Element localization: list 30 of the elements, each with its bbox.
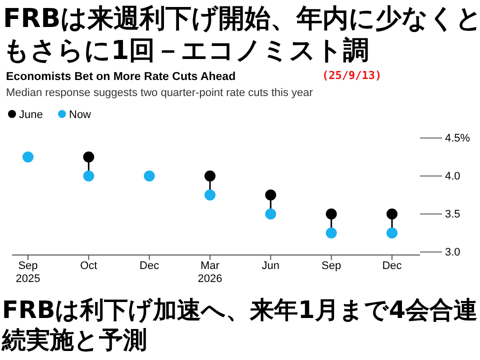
x-tick-label: Sep 2025 bbox=[16, 260, 40, 285]
chart-title: FRBは来週利下げ開始、年内に少なくともさらに1回－エコノミスト調 bbox=[3, 4, 480, 66]
x-tick-label: Jun bbox=[262, 260, 280, 272]
point bbox=[204, 190, 216, 200]
y-tick-label: 3.5 bbox=[445, 208, 460, 221]
x-tick-label: Oct bbox=[80, 260, 98, 272]
text: Median response suggests two quarter-point rate cuts this year bbox=[6, 87, 314, 99]
y-tick-label: 3.0 bbox=[445, 246, 460, 259]
x-tick-label: Dec bbox=[382, 260, 402, 272]
point bbox=[204, 170, 216, 182]
legend-label: Now bbox=[69, 109, 92, 121]
text: FRBは利下げ加速へ、来年1月まで4会合連続実施と予測 bbox=[1, 296, 478, 354]
point bbox=[83, 170, 94, 182]
point bbox=[386, 228, 398, 238]
point bbox=[265, 190, 276, 200]
point bbox=[326, 208, 337, 220]
chart-subtitle: Economists Bet on More Rate Cuts Ahead bbox=[6, 71, 236, 83]
y-tick-label: 4.5% bbox=[445, 132, 470, 145]
point bbox=[265, 208, 276, 220]
point bbox=[326, 228, 337, 238]
point bbox=[386, 208, 398, 220]
point bbox=[144, 170, 155, 182]
point bbox=[22, 152, 34, 162]
x-tick-label: Sep bbox=[322, 260, 342, 272]
text: (25/9/13) bbox=[322, 69, 382, 82]
x-tick-label: Dec bbox=[140, 260, 160, 272]
legend-label: June bbox=[19, 109, 43, 121]
point bbox=[83, 152, 94, 162]
y-tick-label: 4.0 bbox=[445, 170, 460, 183]
x-tick-label: Mar 2026 bbox=[198, 260, 222, 285]
